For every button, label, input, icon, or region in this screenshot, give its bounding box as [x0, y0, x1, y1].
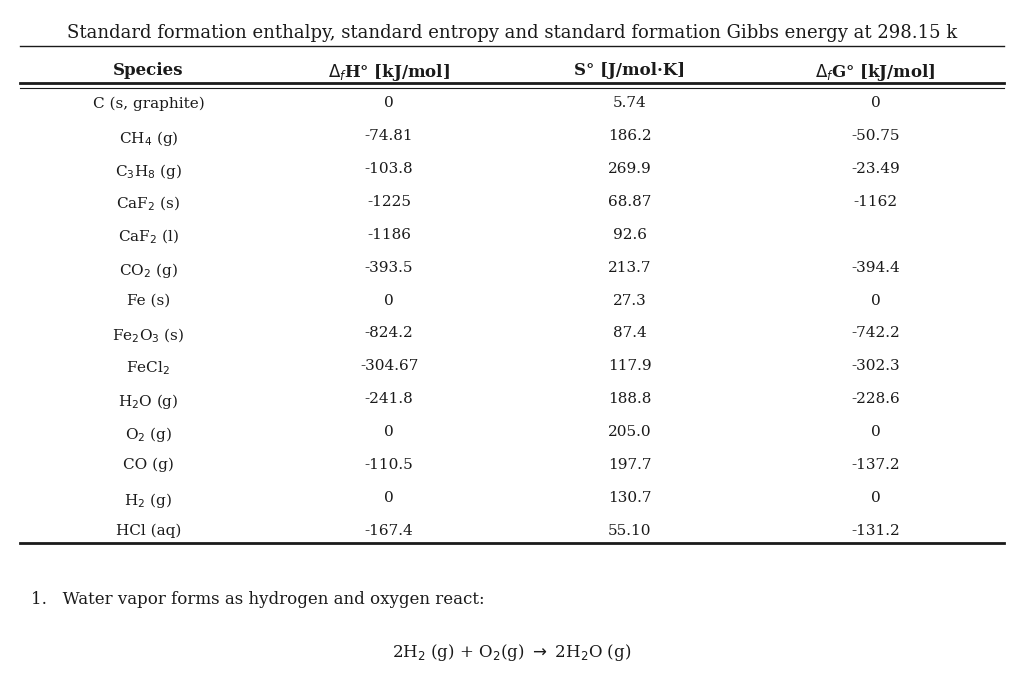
Text: 1.   Water vapor forms as hydrogen and oxygen react:: 1. Water vapor forms as hydrogen and oxy… — [31, 591, 484, 608]
Text: C (s, graphite): C (s, graphite) — [92, 96, 205, 111]
Text: 0: 0 — [384, 491, 394, 505]
Text: H$_2$O (g): H$_2$O (g) — [118, 392, 179, 412]
Text: Fe$_2$O$_3$ (s): Fe$_2$O$_3$ (s) — [113, 327, 184, 345]
Text: 213.7: 213.7 — [608, 261, 651, 275]
Text: H$_2$ (g): H$_2$ (g) — [125, 491, 172, 510]
Text: -241.8: -241.8 — [365, 392, 414, 406]
Text: 68.87: 68.87 — [608, 195, 651, 209]
Text: 0: 0 — [384, 294, 394, 308]
Text: 117.9: 117.9 — [608, 359, 651, 374]
Text: Standard formation enthalpy, standard entropy and standard formation Gibbs energ: Standard formation enthalpy, standard en… — [67, 24, 957, 42]
Text: -1162: -1162 — [853, 195, 898, 209]
Text: -1186: -1186 — [368, 228, 411, 242]
Text: -393.5: -393.5 — [365, 261, 414, 275]
Text: FeCl$_2$: FeCl$_2$ — [127, 359, 170, 377]
Text: 130.7: 130.7 — [608, 491, 651, 505]
Text: CO$_2$ (g): CO$_2$ (g) — [119, 261, 178, 280]
Text: 186.2: 186.2 — [608, 129, 651, 143]
Text: 0: 0 — [384, 425, 394, 439]
Text: -131.2: -131.2 — [851, 524, 900, 538]
Text: 0: 0 — [384, 96, 394, 111]
Text: 27.3: 27.3 — [613, 294, 646, 308]
Text: S° [J/mol·K]: S° [J/mol·K] — [574, 62, 685, 79]
Text: -742.2: -742.2 — [851, 327, 900, 340]
Text: $\Delta_f$H° [kJ/mol]: $\Delta_f$H° [kJ/mol] — [328, 62, 451, 83]
Text: HCl (aq): HCl (aq) — [116, 524, 181, 538]
Text: 205.0: 205.0 — [608, 425, 651, 439]
Text: 0: 0 — [870, 96, 881, 111]
Text: 188.8: 188.8 — [608, 392, 651, 406]
Text: $\Delta_f$G° [kJ/mol]: $\Delta_f$G° [kJ/mol] — [815, 62, 936, 83]
Text: -304.67: -304.67 — [359, 359, 419, 374]
Text: -228.6: -228.6 — [851, 392, 900, 406]
Text: CaF$_2$ (s): CaF$_2$ (s) — [117, 195, 180, 214]
Text: 269.9: 269.9 — [608, 162, 651, 176]
Text: -1225: -1225 — [368, 195, 411, 209]
Text: 197.7: 197.7 — [608, 458, 651, 472]
Text: 0: 0 — [870, 425, 881, 439]
Text: -23.49: -23.49 — [851, 162, 900, 176]
Text: 0: 0 — [870, 491, 881, 505]
Text: O$_2$ (g): O$_2$ (g) — [125, 425, 172, 444]
Text: Species: Species — [114, 62, 183, 79]
Text: 0: 0 — [870, 294, 881, 308]
Text: -302.3: -302.3 — [851, 359, 900, 374]
Text: C$_3$H$_8$ (g): C$_3$H$_8$ (g) — [115, 162, 182, 181]
Text: Fe (s): Fe (s) — [127, 294, 170, 308]
Text: -137.2: -137.2 — [851, 458, 900, 472]
Text: -394.4: -394.4 — [851, 261, 900, 275]
Text: -824.2: -824.2 — [365, 327, 414, 340]
Text: 92.6: 92.6 — [612, 228, 647, 242]
Text: CH$_4$ (g): CH$_4$ (g) — [119, 129, 178, 148]
Text: 5.74: 5.74 — [613, 96, 646, 111]
Text: CaF$_2$ (l): CaF$_2$ (l) — [118, 228, 179, 246]
Text: 55.10: 55.10 — [608, 524, 651, 538]
Text: 87.4: 87.4 — [613, 327, 646, 340]
Text: CO (g): CO (g) — [123, 458, 174, 473]
Text: -103.8: -103.8 — [365, 162, 414, 176]
Text: -74.81: -74.81 — [365, 129, 414, 143]
Text: -50.75: -50.75 — [851, 129, 900, 143]
Text: 2H$_2$ (g) + O$_2$(g) $\rightarrow$ 2H$_2$O (g): 2H$_2$ (g) + O$_2$(g) $\rightarrow$ 2H$_… — [392, 642, 632, 663]
Text: -110.5: -110.5 — [365, 458, 414, 472]
Text: -167.4: -167.4 — [365, 524, 414, 538]
